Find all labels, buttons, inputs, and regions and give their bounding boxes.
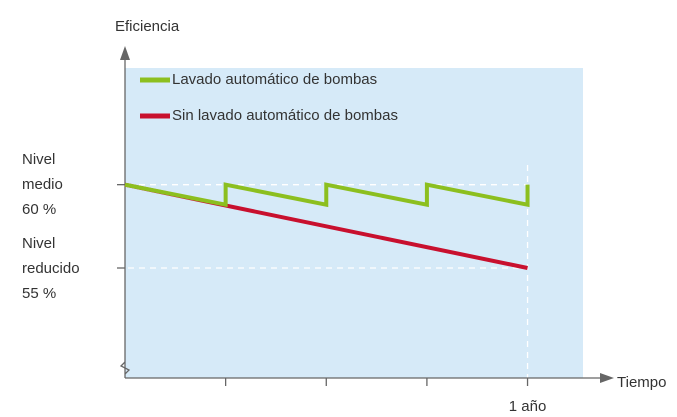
- x-tick-label: 1 año: [509, 398, 547, 415]
- plot-background: [125, 68, 583, 378]
- legend-label: Sin lavado automático de bombas: [172, 107, 398, 124]
- plot: Nivel reducido 55 % Nivel medio 60 % 1 año…: [22, 46, 614, 415]
- legend-label: Lavado automático de bombas: [172, 71, 377, 88]
- y-tick-label-box: Nivel reducido 55 %: [22, 234, 80, 302]
- y-tick-label: Nivel medio 60 %: [22, 151, 63, 219]
- y-tick-label: Nivel reducido 55 %: [22, 234, 80, 302]
- y-tick-label-box: Nivel medio 60 %: [22, 151, 63, 219]
- x-axis-arrow: [600, 373, 614, 383]
- axis-break: [119, 361, 131, 375]
- y-axis-arrow: [120, 46, 130, 60]
- x-axis-label: Tiempo: [617, 374, 666, 391]
- series-line: [124, 182, 530, 208]
- y-axis-label: Eficiencia: [115, 18, 180, 35]
